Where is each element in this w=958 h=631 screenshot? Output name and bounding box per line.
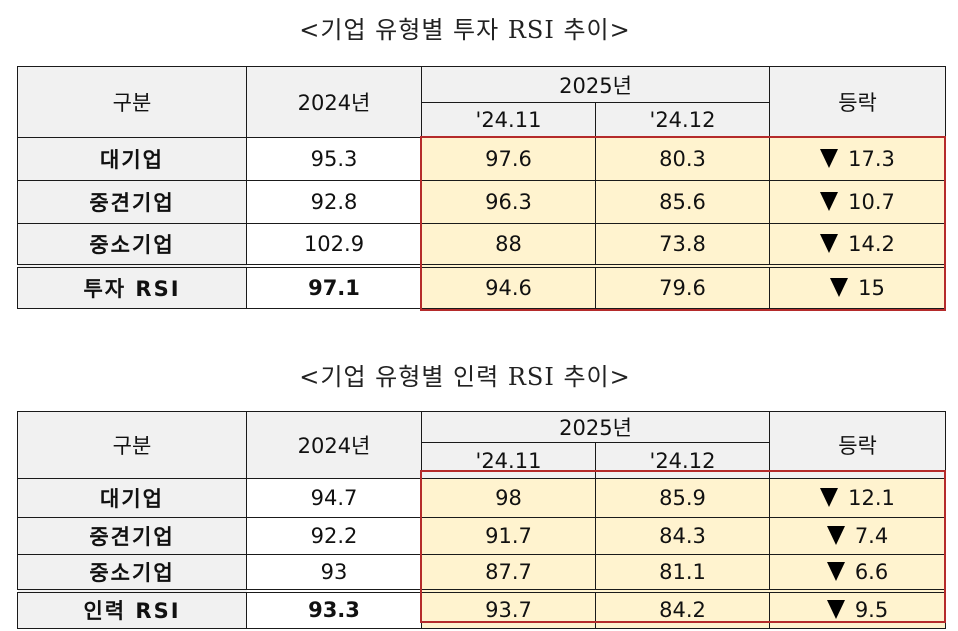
value-dec: 79.6 [594,263,771,309]
down-triangle-icon [830,277,849,297]
down-triangle-icon [820,149,839,168]
value-change: 14.2 [769,223,947,266]
investment-rsi-table: 구분 2024년 2025년 등락 '24.11 '24.12 대기업 95.3… [17,66,947,309]
header-2025: 2025년 [420,411,771,443]
investment-rsi-table-title: <기업 유형별 투자 RSI 추이> [299,16,631,44]
table-row: 중견기업 92.8 96.3 85.6 10.7 [17,180,947,224]
down-triangle-icon [820,488,839,507]
table-row-total: 투자 RSI 97.1 94.6 79.6 15 [17,263,947,309]
value-nov: 96.3 [421,180,596,224]
row-label: 중견기업 [17,180,247,224]
header-change: 등락 [769,66,947,138]
value-2024: 102.9 [246,223,422,266]
header-category: 구분 [17,411,247,479]
value-nov: 98 [421,478,596,518]
value-nov: 94.6 [421,263,596,309]
workforce-rsi-table: 구분 2024년 2025년 등락 '24.11 '24.12 대기업 94.7… [17,411,947,629]
value-2024: 92.8 [246,180,422,224]
header-category: 구분 [17,66,247,138]
value-2024: 92.2 [246,517,422,555]
value-change: 9.5 [769,588,947,629]
value-dec: 85.9 [594,478,771,518]
table-row: 대기업 94.7 98 85.9 12.1 [17,478,947,518]
value-dec: 85.6 [594,180,771,224]
row-label: 대기업 [17,478,247,518]
value-change: 6.6 [769,554,947,591]
value-2024: 94.7 [246,478,422,518]
table-row-total: 인력 RSI 93.3 93.7 84.2 9.5 [17,588,947,629]
value-change: 17.3 [769,137,947,181]
table-row: 중소기업 93 87.7 81.1 6.6 [17,554,947,591]
value-dec: 81.1 [594,554,771,591]
value-nov: 88 [421,223,596,266]
value-2024: 93.3 [246,588,422,629]
value-nov: 97.6 [421,137,596,181]
value-dec: 80.3 [594,137,771,181]
down-triangle-icon [826,526,845,545]
row-label: 인력 RSI [17,588,247,629]
down-triangle-icon [826,561,845,581]
value-nov: 87.7 [421,554,596,591]
workforce-rsi-table-title: <기업 유형별 인력 RSI 추이> [299,363,631,391]
value-nov: 93.7 [421,588,596,629]
down-triangle-icon [820,233,839,253]
row-label: 중견기업 [17,517,247,555]
down-triangle-icon [826,600,845,620]
header-month-dec: '24.12 [594,442,771,479]
table-row: 중견기업 92.2 91.7 84.3 7.4 [17,517,947,555]
header-month-nov: '24.11 [421,102,596,138]
value-change: 7.4 [769,517,947,555]
value-dec: 73.8 [594,223,771,266]
header-month-dec: '24.12 [594,102,771,138]
value-2024: 95.3 [246,137,422,181]
row-label: 대기업 [17,137,247,181]
value-change: 10.7 [769,180,947,224]
table-row: 대기업 95.3 97.6 80.3 17.3 [17,137,947,181]
value-change: 12.1 [769,478,947,518]
header-2024: 2024년 [246,66,422,138]
row-label: 중소기업 [17,554,247,591]
row-label: 중소기업 [17,223,247,266]
header-2025: 2025년 [420,66,771,103]
header-2024: 2024년 [246,411,422,479]
down-triangle-icon [820,192,839,211]
value-2024: 97.1 [246,263,422,309]
header-change: 등락 [769,411,947,479]
value-dec: 84.3 [594,517,771,555]
row-label: 투자 RSI [17,263,247,309]
header-month-nov: '24.11 [421,442,596,479]
value-nov: 91.7 [421,517,596,555]
table-row: 중소기업 102.9 88 73.8 14.2 [17,223,947,266]
value-2024: 93 [246,554,422,591]
value-change: 15 [769,263,947,309]
value-dec: 84.2 [594,588,771,629]
